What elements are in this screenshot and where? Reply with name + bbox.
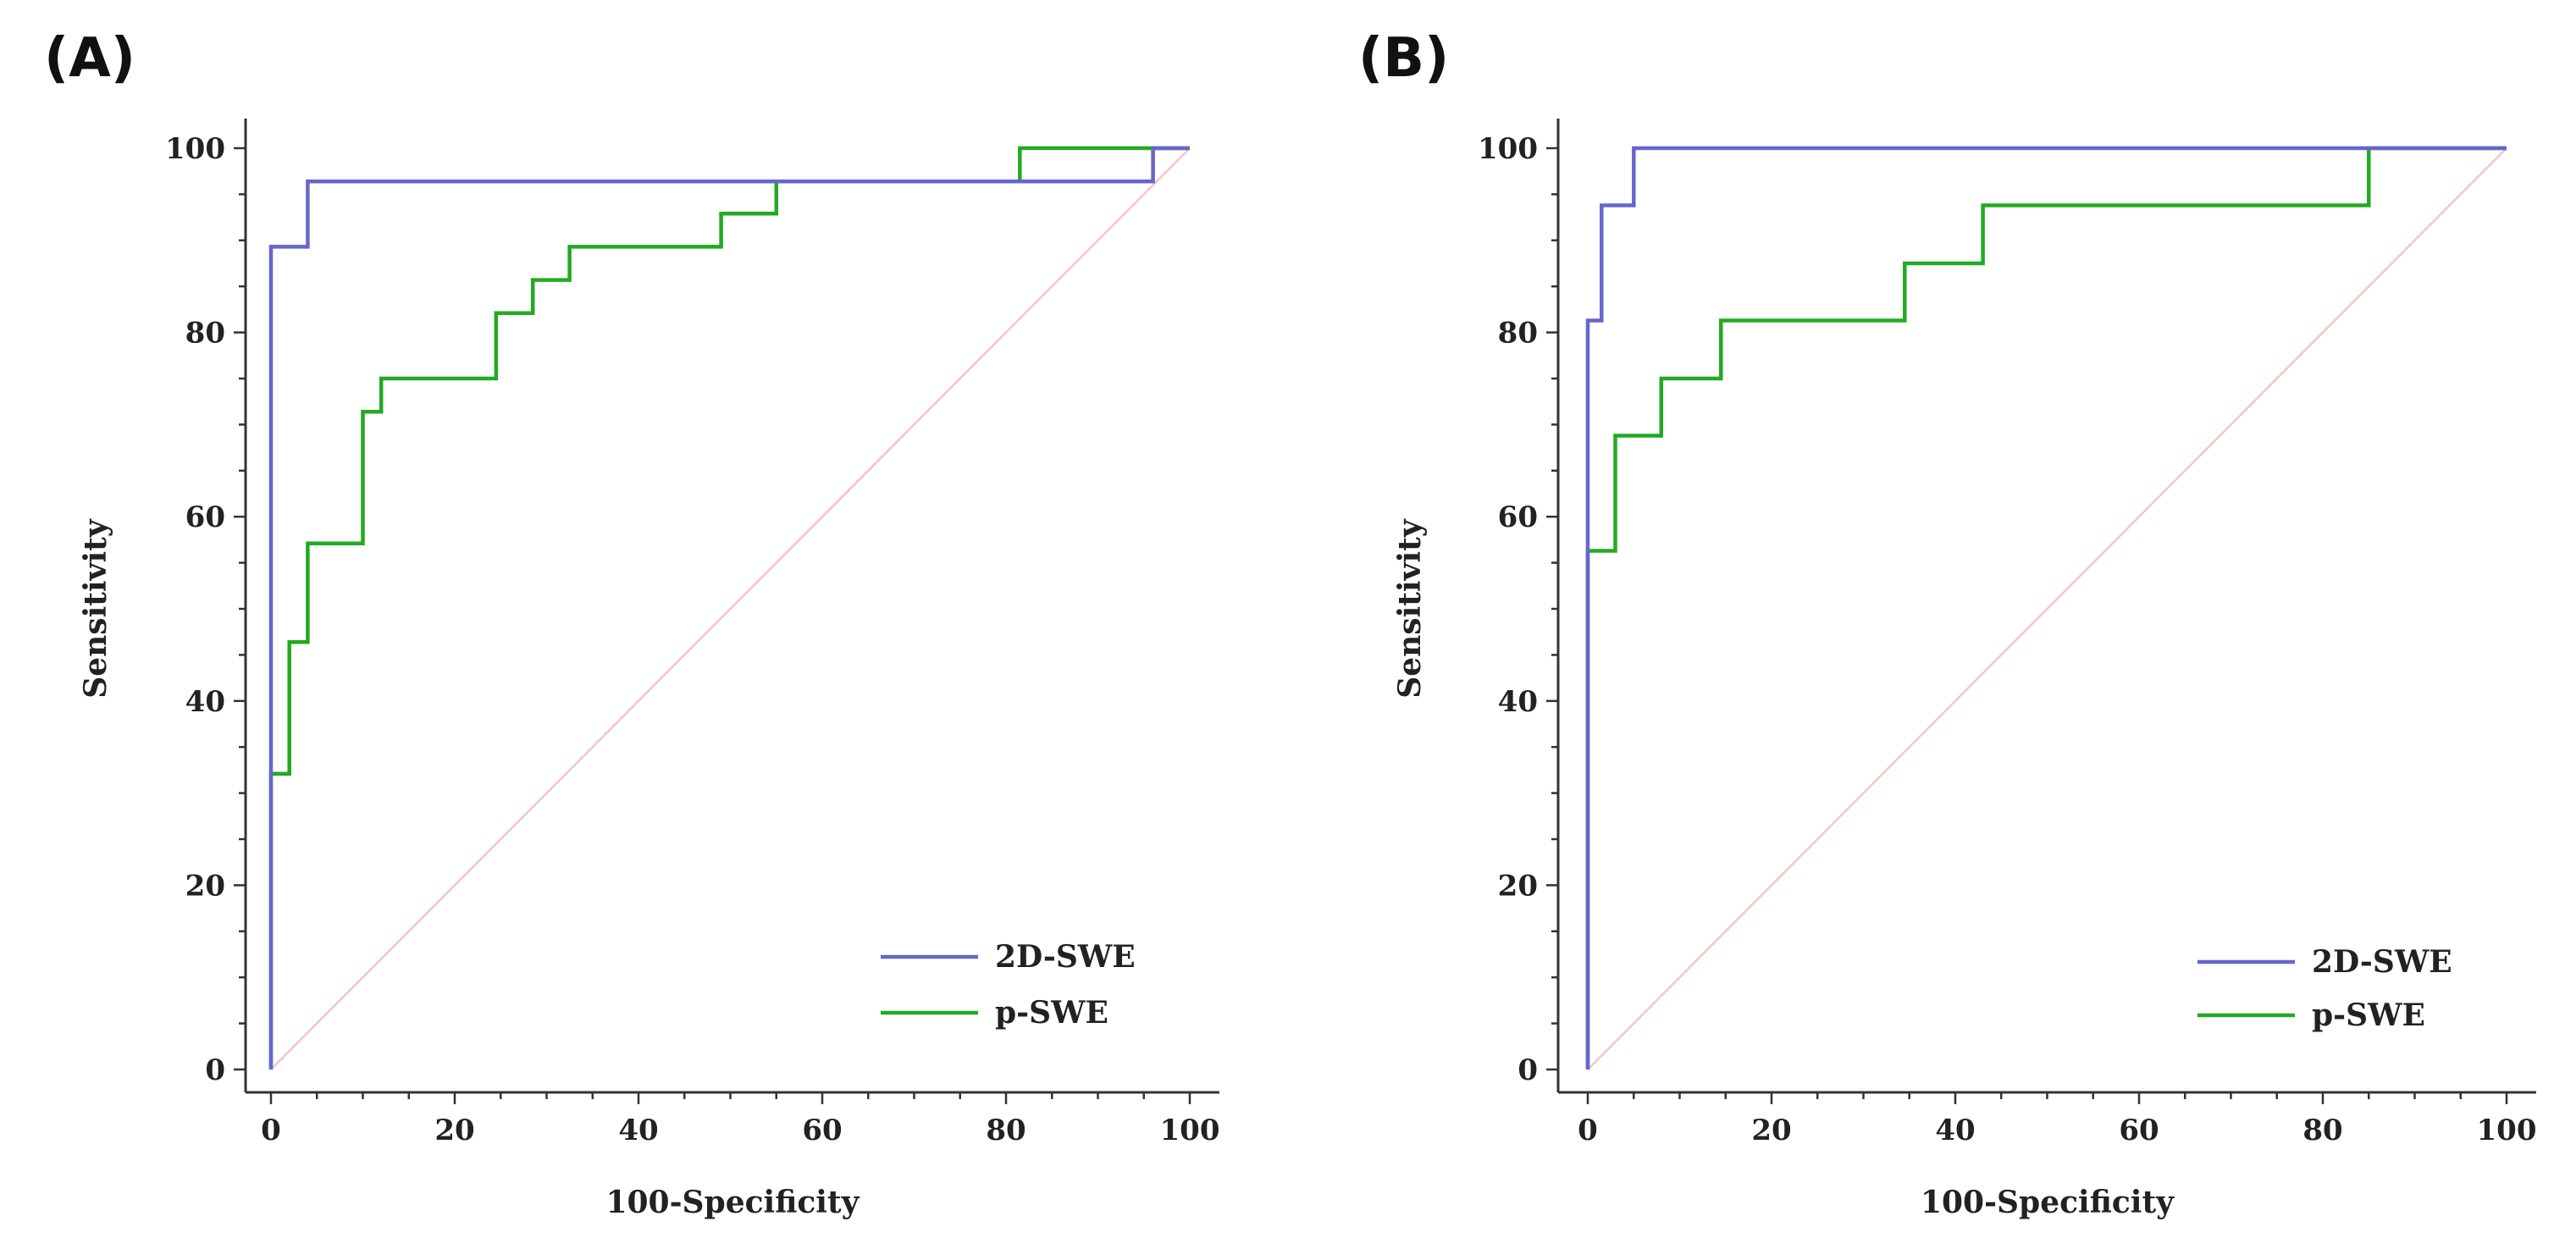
- x-axis-title: 100-Specificity: [1921, 1185, 2175, 1220]
- x-tick-label: 60: [802, 1114, 842, 1147]
- reference-diagonal: [1587, 147, 2507, 1070]
- roc-panel-a: (A) 0 20 40 60 80 100 0 20 40 60 80 100 100-Specifici…: [44, 27, 1219, 1220]
- roc-curve-p-swe: [268, 146, 1190, 1069]
- panel-label: (A): [44, 27, 135, 90]
- x-tick-label: 0: [261, 1114, 281, 1147]
- legend-label: 2D-SWE: [2312, 944, 2452, 980]
- reference-diagonal: [270, 147, 1191, 1070]
- y-tick-label: 20: [1498, 869, 1538, 903]
- y-tick-label: 80: [1498, 317, 1538, 351]
- x-tick-label: 40: [1935, 1114, 1975, 1147]
- roc-curve-2d-swe: [1585, 146, 2507, 1069]
- y-tick-label: 0: [205, 1053, 225, 1087]
- x-tick-label: 100: [2477, 1114, 2537, 1147]
- y-tick-label: 80: [185, 317, 225, 351]
- x-axis-title: 100-Specificity: [605, 1185, 860, 1220]
- x-tick-label: 80: [986, 1114, 1025, 1147]
- x-tick-label: 100: [1160, 1114, 1220, 1147]
- x-tick-label: 20: [434, 1114, 474, 1147]
- x-tick-label: 0: [1578, 1114, 1598, 1147]
- roc-curve-2d-swe: [268, 146, 1190, 1069]
- legend-label: p-SWE: [995, 995, 1108, 1031]
- x-tick-label: 60: [2119, 1114, 2159, 1147]
- x-tick-label: 20: [1751, 1114, 1791, 1147]
- x-tick-label: 80: [2302, 1114, 2342, 1147]
- roc-panel-b: (B) 0 20 40 60 80 100 0 20 40 60 80 100 100-Specifici…: [1358, 27, 2536, 1220]
- y-tick-label: 100: [165, 132, 225, 166]
- y-tick-label: 40: [185, 685, 225, 719]
- y-tick-label: 20: [185, 869, 225, 903]
- y-axis-title: Sensitivity: [1392, 518, 1428, 699]
- legend-label: p-SWE: [2312, 998, 2425, 1033]
- x-tick-label: 40: [618, 1114, 658, 1147]
- panel-label: (B): [1358, 27, 1449, 90]
- y-tick-label: 40: [1498, 685, 1538, 719]
- y-tick-label: 60: [185, 500, 225, 534]
- legend-label: 2D-SWE: [995, 939, 1136, 975]
- y-tick-label: 100: [1478, 132, 1538, 166]
- y-tick-label: 0: [1517, 1053, 1538, 1087]
- y-tick-label: 60: [1498, 500, 1538, 534]
- roc-curve-p-swe: [1585, 146, 2507, 1069]
- y-axis-title: Sensitivity: [78, 518, 113, 699]
